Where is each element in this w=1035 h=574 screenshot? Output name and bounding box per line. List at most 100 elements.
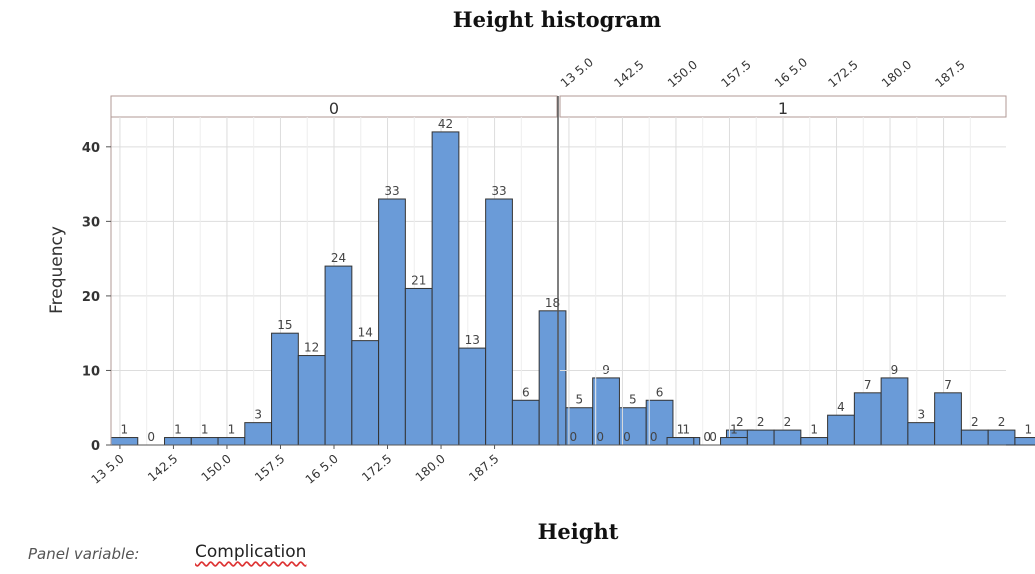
y-tick-label: 0: [91, 439, 100, 454]
bar-value-label: 0: [570, 430, 578, 444]
x-tick-label: 180.0: [413, 452, 448, 485]
histogram-bar: [773, 429, 802, 446]
bar-value-label: 5: [629, 393, 637, 407]
x-tick-label-top: 172.5: [825, 57, 860, 90]
histogram-bar: [720, 437, 748, 446]
bar-value-label: 0: [709, 430, 717, 444]
x-tick-label-top: 150.0: [665, 57, 700, 90]
histogram-bar: [800, 437, 829, 446]
histogram-bar: [960, 429, 989, 446]
bar-value-label: 9: [602, 363, 610, 377]
histogram-bar: [164, 437, 192, 446]
x-axis-label: Height: [538, 519, 619, 544]
x-tick-label: 16 5.0: [303, 452, 341, 487]
bar-value-label: 1: [121, 423, 129, 437]
bar-value-label: 18: [545, 296, 560, 310]
bar-value-label: 6: [522, 385, 530, 399]
bar-value-label: 3: [917, 408, 925, 422]
bar-value-label: 14: [358, 326, 373, 340]
bar-value-label: 1: [683, 423, 691, 437]
histogram-bar: [827, 414, 855, 446]
bar-value-label: 21: [411, 273, 426, 287]
bar-value-label: 1: [730, 423, 738, 437]
y-tick-label: 40: [82, 141, 100, 156]
histogram-bar: [458, 347, 487, 446]
bar-value-label: 1: [228, 423, 236, 437]
histogram-bar: [244, 422, 273, 446]
bar-value-label: 1: [677, 423, 685, 437]
bar-value-label: 0: [703, 430, 711, 444]
histogram-bar: [1014, 437, 1035, 446]
x-tick-label-top: 187.5: [932, 57, 967, 90]
bar-value-label: 12: [304, 341, 319, 355]
bar-value-label: 42: [438, 117, 453, 131]
bar-value-label: 9: [891, 363, 899, 377]
histogram-bar: [110, 437, 139, 446]
x-tick-label: 142.5: [145, 452, 180, 485]
bar-value-label: 7: [944, 378, 952, 392]
bar-value-label: 1: [810, 423, 818, 437]
bar-value-label: 2: [998, 415, 1006, 429]
x-tick-label: 172.5: [359, 452, 394, 485]
panel-strip-label: 1: [778, 99, 788, 118]
chart-title: Height histogram: [453, 7, 662, 32]
histogram-bar: [190, 437, 219, 446]
bar-value-label: 6: [656, 385, 664, 399]
bar-value-label: 1: [1024, 423, 1032, 437]
bar-value-label: 3: [254, 408, 262, 422]
histogram-bar: [880, 377, 909, 446]
histogram-bar: [271, 332, 299, 446]
histogram-bar: [666, 437, 695, 446]
bar-value-label: 2: [971, 415, 979, 429]
bar-value-label: 0: [650, 430, 658, 444]
y-tick-label: 20: [82, 290, 100, 305]
bar-value-label: 1: [174, 423, 182, 437]
x-tick-label: 187.5: [466, 452, 501, 485]
bar-value-label: 1: [201, 423, 209, 437]
bar-value-label: 5: [575, 393, 583, 407]
histogram-bar: [431, 131, 460, 446]
bar-value-label: 7: [864, 378, 872, 392]
bar-value-label: 33: [384, 184, 399, 198]
panel-variable-value: Complication: [195, 542, 307, 562]
bar-value-label: 24: [331, 251, 346, 265]
histogram-bar: [645, 399, 674, 446]
x-tick-label-top: 13 5.0: [558, 55, 596, 90]
x-tick-label: 13 5.0: [89, 452, 127, 487]
histogram-bar: [511, 399, 540, 446]
histogram-bar: [987, 429, 1016, 446]
bar-value-label: 4: [837, 400, 845, 414]
x-tick-label-top: 142.5: [611, 57, 646, 90]
x-tick-label-top: 157.5: [718, 57, 753, 90]
panel-strip-label: 0: [329, 99, 339, 118]
histogram-bar: [934, 392, 962, 446]
y-axis-label: Frequency: [47, 226, 67, 314]
histogram-bar: [297, 355, 326, 446]
bar-value-label: 33: [491, 184, 506, 198]
bar-value-label: 15: [277, 318, 292, 332]
histogram-bar: [746, 429, 775, 446]
bar-value-label: 0: [623, 430, 631, 444]
bar-value-label: 0: [147, 430, 155, 444]
x-tick-label: 150.0: [199, 452, 234, 485]
bar-value-label: 2: [736, 415, 744, 429]
histogram-bar: [565, 407, 594, 446]
histogram-bar: [217, 437, 246, 446]
y-tick-label: 30: [82, 215, 100, 230]
histogram-bar: [378, 198, 406, 446]
y-tick-label: 10: [82, 364, 100, 379]
histogram-bar: [907, 422, 936, 446]
bar-value-label: 2: [757, 415, 765, 429]
histogram-bar: [538, 310, 567, 446]
histogram-bar: [404, 287, 433, 446]
histogram-bar: [351, 340, 380, 446]
bar-value-label: 13: [465, 333, 480, 347]
bar-value-label: 0: [596, 430, 604, 444]
x-tick-label: 157.5: [252, 452, 287, 485]
histogram-bar: [324, 265, 353, 446]
x-tick-label-top: 180.0: [879, 57, 914, 90]
x-tick-label-top: 16 5.0: [772, 55, 810, 90]
bar-value-label: 2: [784, 415, 792, 429]
histogram-bar: [485, 198, 513, 446]
